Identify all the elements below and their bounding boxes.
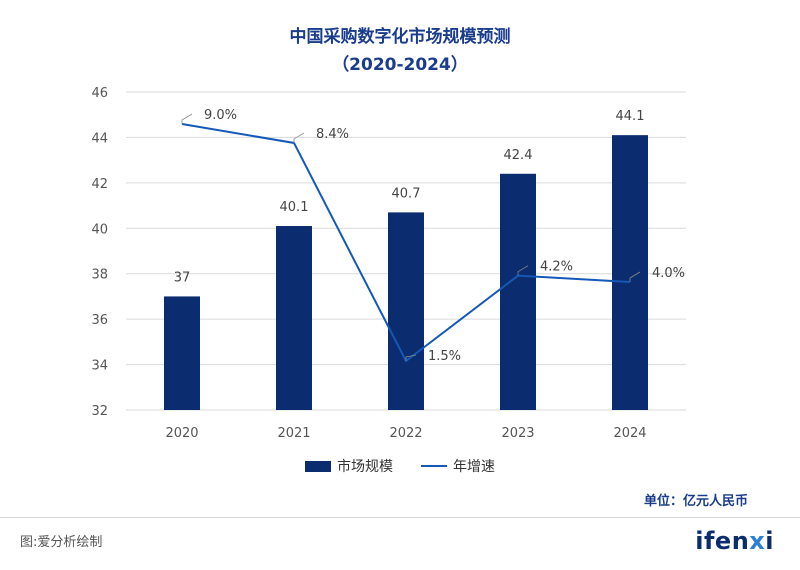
y-tick-label: 40: [91, 222, 108, 237]
source-note: 图:爱分析绘制: [20, 535, 103, 550]
legend-bar-swatch: [305, 460, 331, 472]
legend-item-line: 年增速: [421, 456, 495, 476]
unit-note: 单位：亿元人民币: [643, 494, 748, 509]
x-tick-label: 2024: [613, 426, 646, 441]
logo-main: ifen: [695, 527, 750, 555]
ifenxi-logo: ifenxi: [695, 527, 774, 555]
line-label-leader: [517, 265, 529, 276]
line-label-leader: [181, 113, 193, 124]
chart-title: 中国采购数字化市场规模预测: [289, 27, 511, 47]
line-label-leader: [629, 271, 641, 282]
y-tick-label: 38: [91, 268, 108, 283]
y-tick-label: 44: [91, 131, 108, 146]
y-tick-label: 34: [91, 359, 108, 374]
line-label-leader: [405, 354, 417, 361]
bar: [612, 135, 648, 410]
line-data-label: 4.0%: [652, 266, 685, 281]
legend-bar-label: 市场规模: [337, 459, 393, 475]
x-tick-label: 2023: [501, 426, 534, 441]
bar-data-label: 40.7: [392, 186, 421, 201]
legend-line-swatch: [421, 465, 447, 467]
bar: [388, 212, 424, 410]
line-data-label: 4.2%: [540, 260, 573, 275]
y-tick-label: 32: [91, 404, 108, 419]
bar-data-label: 44.1: [616, 109, 645, 124]
bar-data-label: 37: [174, 270, 191, 285]
line-data-label: 8.4%: [316, 127, 349, 142]
x-tick-label: 2021: [277, 426, 310, 441]
bar-data-label: 40.1: [280, 200, 309, 215]
bar-data-label: 42.4: [504, 148, 533, 163]
footer-divider: [0, 517, 800, 518]
x-tick-label: 2022: [389, 426, 422, 441]
line-label-leader: [293, 132, 305, 143]
line-data-label: 1.5%: [428, 349, 461, 364]
bar: [164, 296, 200, 410]
x-tick-label: 2020: [165, 426, 198, 441]
chart-subtitle: （2020-2024）: [332, 55, 468, 75]
logo-tail: i: [765, 527, 774, 555]
y-tick-label: 42: [91, 177, 108, 192]
legend-line-label: 年增速: [453, 459, 495, 475]
bar: [276, 226, 312, 410]
legend: 市场规模 年增速: [0, 456, 800, 476]
y-tick-label: 36: [91, 313, 108, 328]
line-data-label: 9.0%: [204, 108, 237, 123]
y-tick-label: 46: [91, 86, 108, 101]
legend-item-bar: 市场规模: [305, 456, 393, 476]
bar: [500, 173, 536, 410]
logo-x: x: [749, 527, 766, 555]
chart-svg: 32 34 36 38 40 42 44 46 37 40.1 40.7 42.4 44.1 2020 20…: [91, 86, 686, 441]
